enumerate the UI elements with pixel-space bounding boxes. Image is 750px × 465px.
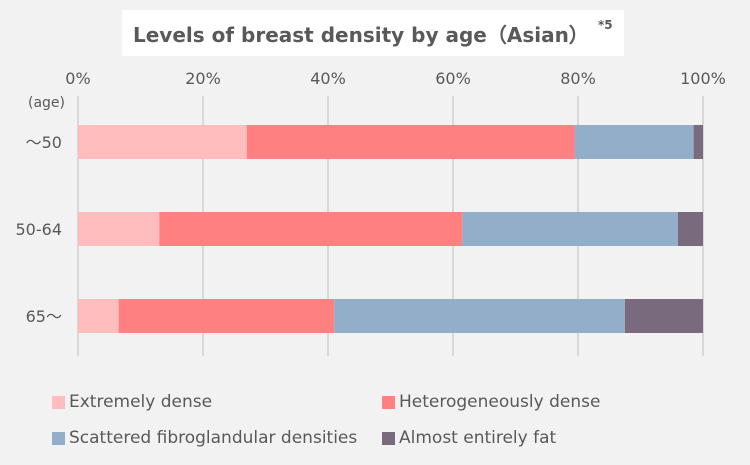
bar-segment (334, 299, 625, 333)
bar-segment (78, 299, 119, 333)
legend-label: Heterogeneously dense (399, 392, 601, 412)
bar-segment (159, 212, 463, 246)
y-axis-categories: ～50 50-64 65～ (16, 133, 63, 326)
x-tick-label: 0% (65, 69, 90, 88)
x-tick-label: 60% (435, 69, 471, 88)
legend-item: Heterogeneously dense (382, 391, 600, 413)
bar-segment (693, 125, 703, 159)
x-tick-label: 100% (680, 69, 726, 88)
legend-item: Scattered fibroglandular densities (52, 427, 357, 449)
legend-item: Extremely dense (52, 391, 212, 413)
bar-segment (78, 125, 247, 159)
legend-swatch (52, 431, 65, 445)
legend-label: Extremely dense (69, 392, 213, 412)
bar-segment (78, 212, 160, 246)
x-tick-label: 40% (310, 69, 346, 88)
bar-segment (462, 212, 678, 246)
x-tick-label: 80% (560, 69, 596, 88)
bars (78, 125, 703, 333)
legend-swatch (52, 395, 65, 409)
chart-title: Levels of breast density by age（Asian） (133, 23, 589, 47)
bar-segment (118, 299, 335, 333)
y-axis-label: (age) (28, 95, 65, 111)
x-tick-label: 20% (185, 69, 221, 88)
x-axis-ticks: 0% 20% 40% 60% 80% 100% (65, 69, 726, 88)
bar-segment (246, 125, 575, 159)
legend-item: Almost entirely fat (382, 427, 556, 449)
chart-title-box (122, 10, 624, 56)
bar-segment (574, 125, 694, 159)
bar-segment (678, 212, 703, 246)
legend-swatch (382, 431, 395, 445)
legend-swatch (382, 395, 395, 409)
legend-label: Almost entirely fat (399, 428, 557, 448)
y-category-label: ～50 (26, 133, 62, 152)
legend-label: Scattered fibroglandular densities (69, 428, 358, 448)
y-category-label: 50-64 (16, 220, 63, 239)
bar-segment (624, 299, 703, 333)
y-category-label: 65～ (26, 307, 62, 326)
chart-title-footnote: *5 (598, 18, 613, 32)
